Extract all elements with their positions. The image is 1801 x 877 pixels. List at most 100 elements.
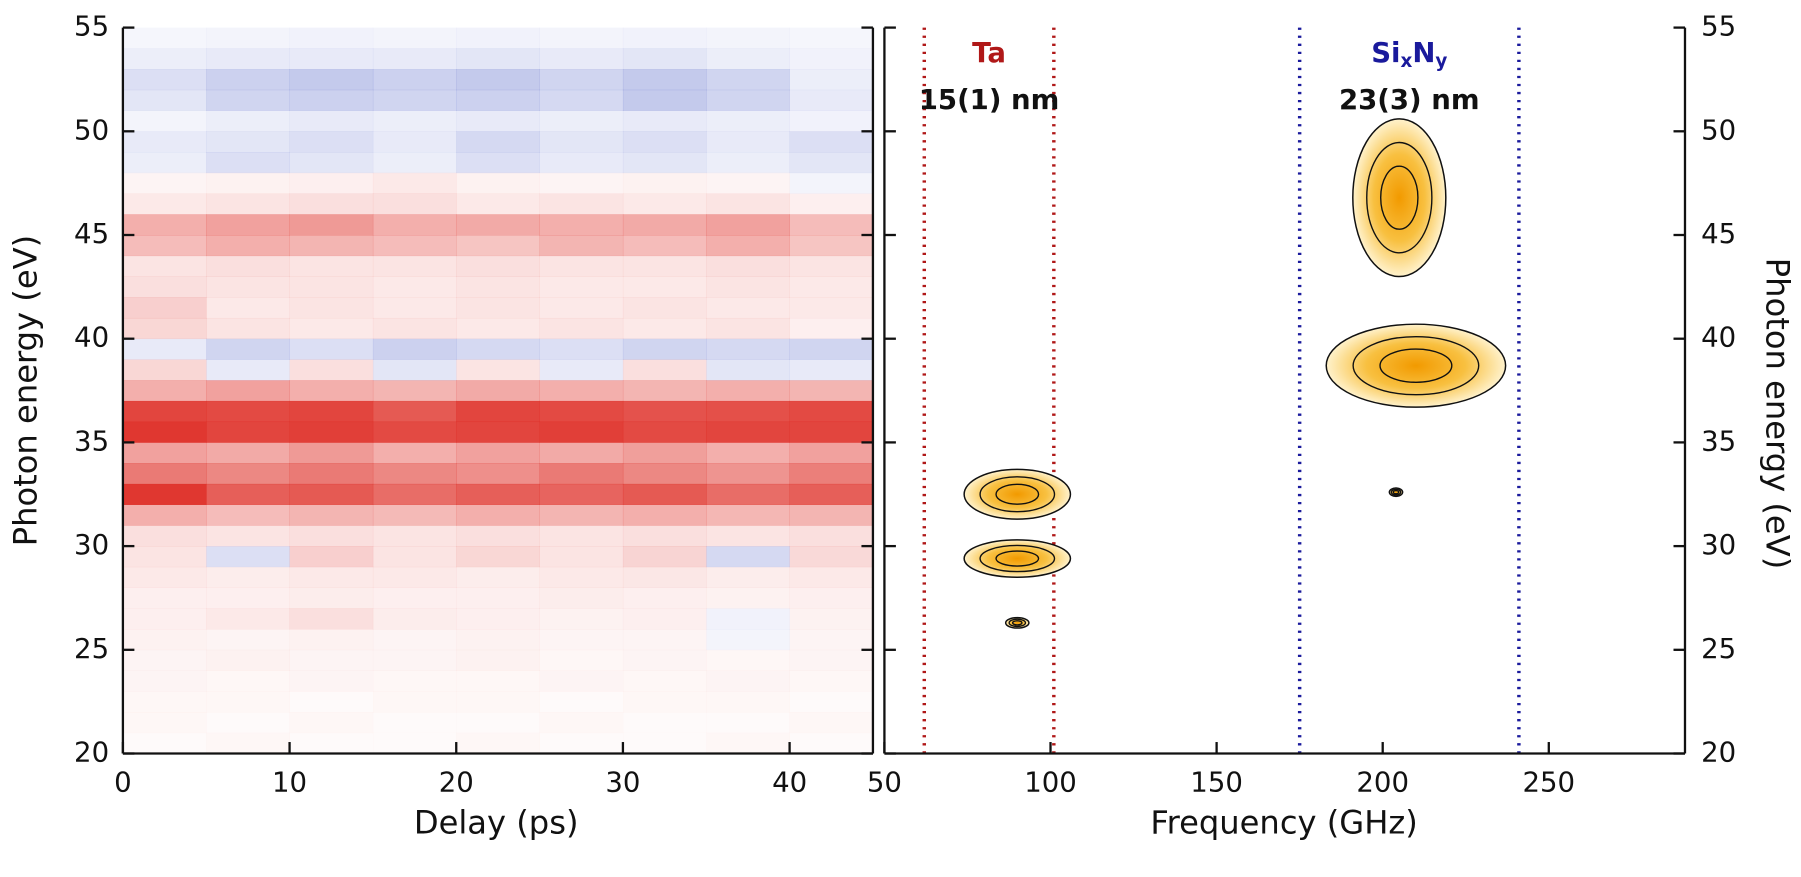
layer-name: SixNy: [1371, 37, 1447, 72]
heatmap-cell: [456, 172, 540, 194]
heatmap-cell: [122, 566, 207, 588]
heatmap-cell: [372, 193, 457, 215]
heatmap-cell: [456, 671, 540, 692]
heatmap-cell: [289, 110, 374, 132]
heatmap-cell: [206, 587, 290, 609]
heatmap-cell: [789, 69, 874, 91]
heatmap-cell: [289, 297, 374, 319]
x-tick-label: 150: [1190, 766, 1243, 798]
heatmap-cell: [456, 359, 540, 381]
heatmap-cell: [789, 255, 874, 277]
contour-line: [1366, 141, 1433, 254]
heatmap-cell: [539, 380, 624, 402]
heatmap-cell: [706, 235, 790, 257]
y-tick-label: 55: [74, 11, 109, 43]
heatmap-cell: [456, 69, 540, 91]
contour-line: [1379, 348, 1453, 383]
heatmap-cell: [789, 27, 874, 49]
heatmap-cell: [622, 172, 707, 194]
heatmap-cell: [789, 442, 874, 464]
contour-line: [1011, 620, 1023, 626]
heatmap-cell: [289, 400, 374, 423]
heatmap-cell: [622, 255, 707, 277]
y-tick-label: 30: [1701, 529, 1736, 561]
heatmap-cell: [206, 255, 290, 277]
heatmap-cell: [790, 671, 874, 692]
heatmap-cell: [706, 152, 790, 174]
heatmap-cell: [456, 629, 540, 651]
heatmap-cell: [540, 650, 624, 671]
heatmap-cell: [289, 48, 374, 70]
heatmap-cell: [206, 276, 290, 298]
heatmap-cell: [623, 733, 707, 754]
heatmap-cell: [122, 235, 207, 257]
heatmap-cell: [456, 546, 540, 568]
heatmap-cell: [122, 463, 207, 485]
heatmap-cell: [539, 89, 624, 111]
heatmap-cell: [789, 483, 874, 505]
heatmap-cell: [206, 421, 290, 443]
heatmap-cell: [622, 110, 707, 132]
heatmap-cell: [539, 546, 624, 568]
x-tick-label: 30: [605, 766, 640, 798]
heatmap-cell: [706, 442, 790, 464]
contour-line: [979, 476, 1056, 513]
heatmap-cell: [539, 483, 624, 505]
heatmap-cell: [456, 235, 540, 257]
heatmap-cell: [206, 27, 290, 49]
heatmap-cell: [123, 733, 207, 754]
heatmap-cell: [289, 566, 374, 588]
heatmap-cell: [122, 276, 207, 298]
heatmap-cell: [122, 400, 207, 423]
heatmap-cell: [622, 525, 707, 547]
heatmap-cell: [206, 110, 290, 132]
heatmap-cell: [789, 131, 874, 153]
heatmap-cell: [372, 110, 457, 132]
heatmap-cell: [122, 504, 207, 526]
heatmap-cell: [372, 48, 457, 70]
heatmap-cell: [456, 400, 540, 423]
heatmap-cell: [789, 525, 874, 547]
heatmap-cell: [622, 131, 707, 153]
heatmap-cell: [206, 380, 290, 402]
heatmap-cell: [456, 131, 540, 153]
heatmap-cell: [789, 566, 874, 588]
heatmap-cell: [706, 608, 790, 630]
heatmap-cell: [789, 463, 874, 485]
heatmap-cell: [789, 214, 874, 236]
heatmap-cell: [622, 27, 707, 49]
heatmap-cell: [706, 89, 790, 111]
heatmap-cell: [206, 131, 290, 153]
heatmap-cell: [456, 649, 540, 671]
layer-name-part: x: [1400, 51, 1412, 72]
heatmap-cell: [206, 359, 290, 381]
heatmap-cell: [122, 89, 207, 111]
heatmap-cell: [622, 48, 707, 70]
heatmap-cell: [206, 608, 290, 630]
heatmap-cell: [206, 546, 290, 568]
heatmap-cell: [539, 48, 624, 70]
heatmap-cell: [539, 235, 624, 257]
heatmap-cell: [289, 89, 374, 111]
heatmap-cell: [789, 110, 874, 132]
heatmap-cell: [789, 400, 874, 423]
heatmap-cell: [372, 504, 457, 526]
heatmap-cell: [122, 670, 207, 692]
x-tick-label: 100: [1024, 766, 1077, 798]
x-axis-title: Frequency (GHz): [1150, 804, 1417, 842]
heatmap-cell: [289, 214, 374, 236]
layer-name: Ta: [972, 37, 1006, 69]
heatmap-cell: [372, 566, 457, 588]
heatmap-cell: [206, 48, 290, 70]
heatmap-cell: [539, 504, 624, 526]
heatmap-cell: [122, 629, 207, 651]
heatmap-cell: [789, 359, 874, 381]
heatmap-cell: [372, 27, 457, 49]
heatmap-cell: [206, 69, 290, 91]
heatmap-cell: [372, 276, 457, 298]
heatmap-cell: [289, 421, 374, 443]
heatmap-cell: [789, 193, 874, 215]
heatmap-cell: [289, 131, 374, 153]
heatmap-cell: [206, 297, 290, 319]
